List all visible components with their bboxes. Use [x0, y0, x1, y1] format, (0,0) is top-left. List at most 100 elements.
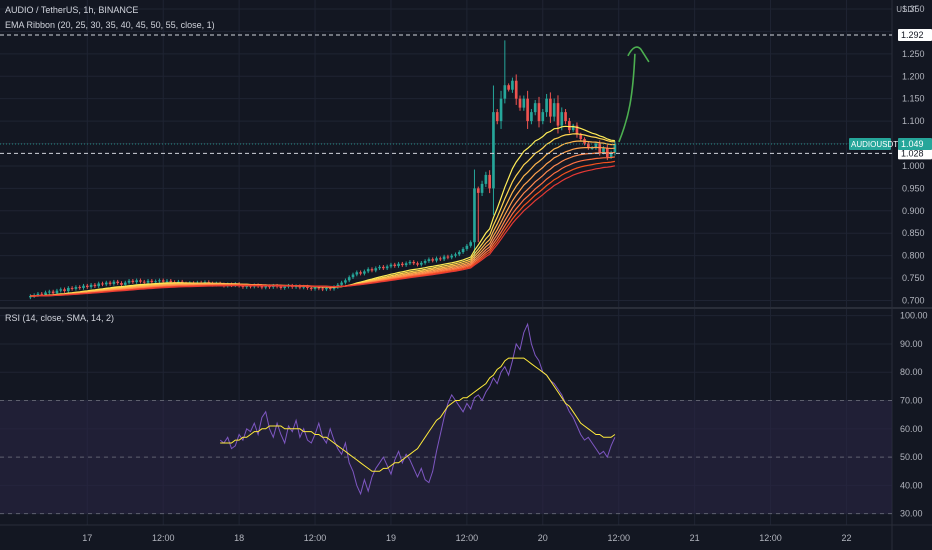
- candle[interactable]: [344, 278, 347, 285]
- candle[interactable]: [465, 244, 469, 251]
- candle[interactable]: [499, 90, 503, 129]
- candle[interactable]: [158, 278, 161, 284]
- candle[interactable]: [366, 267, 370, 274]
- candle[interactable]: [575, 122, 579, 138]
- candle[interactable]: [552, 98, 556, 122]
- candle[interactable]: [594, 141, 598, 150]
- candle[interactable]: [454, 252, 457, 258]
- candle[interactable]: [419, 261, 423, 267]
- candle[interactable]: [435, 256, 438, 263]
- candle[interactable]: [495, 108, 499, 125]
- candle[interactable]: [70, 286, 74, 291]
- candle[interactable]: [446, 254, 450, 260]
- candle[interactable]: [108, 280, 112, 286]
- candle[interactable]: [530, 108, 533, 125]
- candle[interactable]: [537, 96, 541, 128]
- symbol-title[interactable]: AUDIO / TetherUS, 1h, BINANCE: [5, 5, 139, 15]
- candle-body: [146, 280, 150, 283]
- candle[interactable]: [408, 260, 412, 266]
- candle[interactable]: [347, 275, 351, 283]
- candle[interactable]: [150, 278, 154, 284]
- candle[interactable]: [393, 262, 397, 268]
- candle[interactable]: [404, 261, 408, 267]
- candle[interactable]: [142, 279, 146, 285]
- candle[interactable]: [518, 95, 522, 111]
- candle[interactable]: [571, 123, 575, 132]
- candle[interactable]: [63, 287, 66, 293]
- candle[interactable]: [59, 287, 63, 293]
- candle[interactable]: [526, 90, 529, 129]
- candle-body: [522, 98, 526, 108]
- candle[interactable]: [492, 85, 495, 216]
- candle[interactable]: [533, 100, 537, 116]
- candle[interactable]: [541, 108, 545, 125]
- candle[interactable]: [412, 260, 416, 266]
- candle[interactable]: [93, 283, 97, 288]
- candle[interactable]: [66, 286, 70, 293]
- candle[interactable]: [74, 285, 78, 291]
- candle[interactable]: [503, 40, 507, 104]
- candle-body: [161, 280, 165, 282]
- candle[interactable]: [104, 280, 108, 287]
- candle-body: [465, 245, 469, 249]
- candle[interactable]: [89, 283, 93, 289]
- candle[interactable]: [427, 257, 431, 263]
- candle[interactable]: [457, 250, 461, 257]
- candle[interactable]: [363, 269, 366, 276]
- candle[interactable]: [101, 281, 104, 287]
- candle[interactable]: [374, 266, 378, 273]
- candle[interactable]: [370, 267, 374, 273]
- candle[interactable]: [78, 285, 82, 290]
- candle[interactable]: [120, 281, 123, 287]
- candle[interactable]: [116, 279, 119, 285]
- candle[interactable]: [416, 261, 419, 267]
- candle[interactable]: [389, 262, 393, 269]
- candle[interactable]: [556, 95, 560, 134]
- candle[interactable]: [469, 240, 473, 248]
- candle[interactable]: [507, 83, 510, 92]
- candle[interactable]: [112, 279, 116, 286]
- candle[interactable]: [568, 117, 571, 134]
- candle[interactable]: [476, 186, 480, 243]
- candle[interactable]: [545, 93, 548, 117]
- candle[interactable]: [82, 283, 85, 290]
- candle[interactable]: [355, 270, 359, 277]
- candle[interactable]: [397, 261, 400, 268]
- candle[interactable]: [401, 261, 404, 267]
- candle[interactable]: [431, 257, 435, 263]
- candle[interactable]: [351, 272, 355, 279]
- candle[interactable]: [378, 265, 381, 271]
- candle[interactable]: [385, 264, 389, 271]
- candle[interactable]: [522, 95, 526, 111]
- candle[interactable]: [131, 278, 135, 284]
- ema-ribbon-legend[interactable]: EMA Ribbon (20, 25, 30, 35, 40, 45, 50, …: [5, 20, 215, 30]
- candle[interactable]: [514, 74, 518, 105]
- candle[interactable]: [85, 283, 89, 289]
- candle[interactable]: [488, 170, 491, 194]
- candle[interactable]: [511, 77, 514, 93]
- candle[interactable]: [438, 256, 442, 262]
- candle[interactable]: [549, 92, 552, 123]
- projection-arrow[interactable]: [618, 53, 636, 143]
- candle[interactable]: [480, 180, 484, 197]
- candle[interactable]: [127, 278, 131, 285]
- candle[interactable]: [423, 259, 427, 265]
- candle[interactable]: [442, 254, 446, 262]
- candle[interactable]: [587, 141, 590, 150]
- candle[interactable]: [484, 171, 488, 188]
- candle[interactable]: [135, 278, 138, 284]
- candle-body: [351, 274, 355, 278]
- candle[interactable]: [97, 281, 101, 288]
- candle[interactable]: [139, 278, 142, 284]
- candle[interactable]: [359, 270, 362, 276]
- candle[interactable]: [450, 253, 454, 260]
- rsi-legend[interactable]: RSI (14, close, SMA, 14, 2): [5, 313, 115, 323]
- candle[interactable]: [340, 280, 343, 287]
- candle[interactable]: [461, 247, 465, 254]
- candle[interactable]: [29, 294, 32, 300]
- candle[interactable]: [48, 289, 51, 295]
- candle[interactable]: [382, 265, 385, 271]
- candle[interactable]: [564, 108, 567, 125]
- candle[interactable]: [473, 169, 476, 262]
